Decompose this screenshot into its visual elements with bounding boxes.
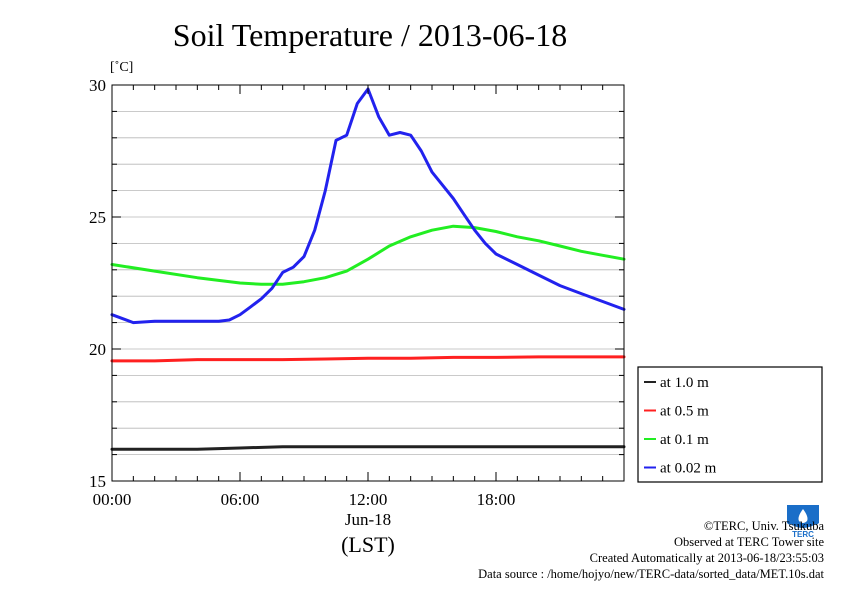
legend: at 1.0 m at 0.5 m at 0.1 m at 0.02 m xyxy=(637,366,823,483)
plot-frame xyxy=(111,84,625,482)
x-axis-label: (LST) xyxy=(341,532,395,557)
x-tick-label: 12:00 xyxy=(349,490,388,509)
x-tick-labels: 00:00 06:00 12:00 18:00 xyxy=(93,490,516,509)
chart-title: Soil Temperature / 2013-06-18 xyxy=(173,17,567,53)
credits-block: ©TERC, Univ. Tsukuba Observed at TERC To… xyxy=(478,518,824,582)
x-axis-date-label: Jun-18 xyxy=(345,510,391,529)
y-tick-label: 25 xyxy=(89,208,106,227)
y-tick-label: 15 xyxy=(89,472,106,491)
legend-label: at 0.1 m xyxy=(660,432,709,448)
data-source-text: Data source : /home/hojyo/new/TERC-data/… xyxy=(478,567,824,581)
grid-lines xyxy=(112,111,624,456)
observed-site-text: Observed at TERC Tower site xyxy=(673,535,824,549)
x-tick-label: 00:00 xyxy=(93,490,132,509)
svg-text:TERC: TERC xyxy=(792,530,814,539)
terc-logo-icon: TERC xyxy=(785,503,821,539)
x-tick-label: 18:00 xyxy=(477,490,516,509)
y-tick-labels: 15 20 25 30 xyxy=(89,76,106,491)
y-tick-label: 30 xyxy=(89,76,106,95)
legend-label: at 0.02 m xyxy=(660,461,717,477)
axis-ticks xyxy=(111,84,625,482)
series-line xyxy=(110,445,626,451)
series-line xyxy=(110,224,626,286)
series-lines xyxy=(110,87,626,451)
copyright-text: ©TERC, Univ. Tsukuba xyxy=(703,519,824,533)
y-tick-label: 20 xyxy=(89,340,106,359)
series-line xyxy=(110,87,626,325)
legend-label: at 1.0 m xyxy=(660,375,709,391)
series-line xyxy=(110,355,626,363)
created-timestamp-text: Created Automatically at 2013-06-18/23:5… xyxy=(589,551,824,565)
y-axis-unit-label: [˚C] xyxy=(110,60,133,75)
x-tick-label: 06:00 xyxy=(221,490,260,509)
legend-label: at 0.5 m xyxy=(660,404,709,420)
